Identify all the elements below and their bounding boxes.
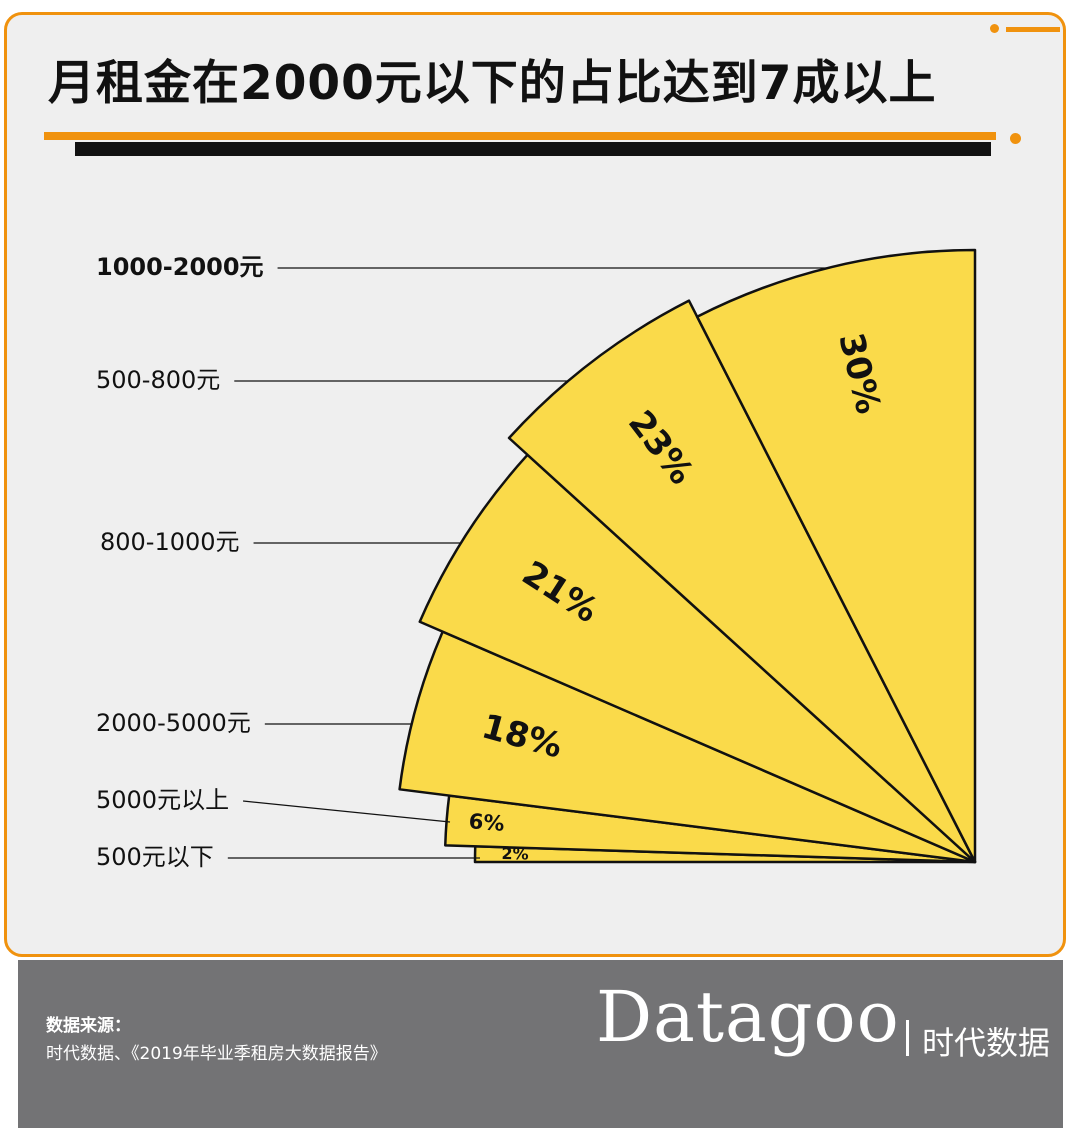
category-label-1: 5000元以上 bbox=[96, 786, 229, 814]
decorative-dash bbox=[1006, 27, 1060, 32]
title-accent-line bbox=[44, 132, 996, 140]
source-label: 数据来源： bbox=[46, 1016, 131, 1036]
leader-line-1 bbox=[243, 800, 451, 823]
slice-5 bbox=[695, 248, 977, 864]
category-label-4: 500-800元 bbox=[96, 366, 220, 394]
slice-2 bbox=[398, 630, 977, 864]
category-labels: 500元以下 5000元以上 2000-5000元 800-1000元 500-800元… bbox=[96, 253, 264, 871]
page-title: 月租金在2000元以下的占比达到7成以上 bbox=[48, 56, 937, 111]
slice-4 bbox=[507, 299, 977, 864]
title-underline-bar bbox=[75, 142, 991, 156]
source-text: 时代数据、《2019年毕业季租房大数据报告》 bbox=[46, 1044, 387, 1064]
value-label-0: 2% bbox=[501, 844, 528, 863]
decorative-dot bbox=[1010, 133, 1021, 144]
slice-3 bbox=[418, 453, 977, 864]
category-label-3: 800-1000元 bbox=[100, 528, 240, 556]
category-label-2: 2000-5000元 bbox=[96, 709, 251, 737]
brand-logo-text: Datagoo bbox=[596, 976, 900, 1058]
category-label-5: 1000-2000元 bbox=[96, 253, 264, 281]
leader-lines bbox=[227, 267, 828, 859]
source-note: 数据来源： 时代数据、《2019年毕业季租房大数据报告》 bbox=[46, 1012, 466, 1068]
slice-group bbox=[398, 248, 977, 864]
category-label-0: 500元以下 bbox=[96, 843, 214, 871]
value-label-1: 6% bbox=[468, 809, 505, 836]
footer: 数据来源： 时代数据、《2019年毕业季租房大数据报告》 Datagoo 时代数据 bbox=[18, 960, 1063, 1128]
brand-name-cn: 时代数据 bbox=[922, 1024, 1051, 1062]
decorative-dot bbox=[990, 24, 999, 33]
brand-separator bbox=[906, 1020, 909, 1056]
